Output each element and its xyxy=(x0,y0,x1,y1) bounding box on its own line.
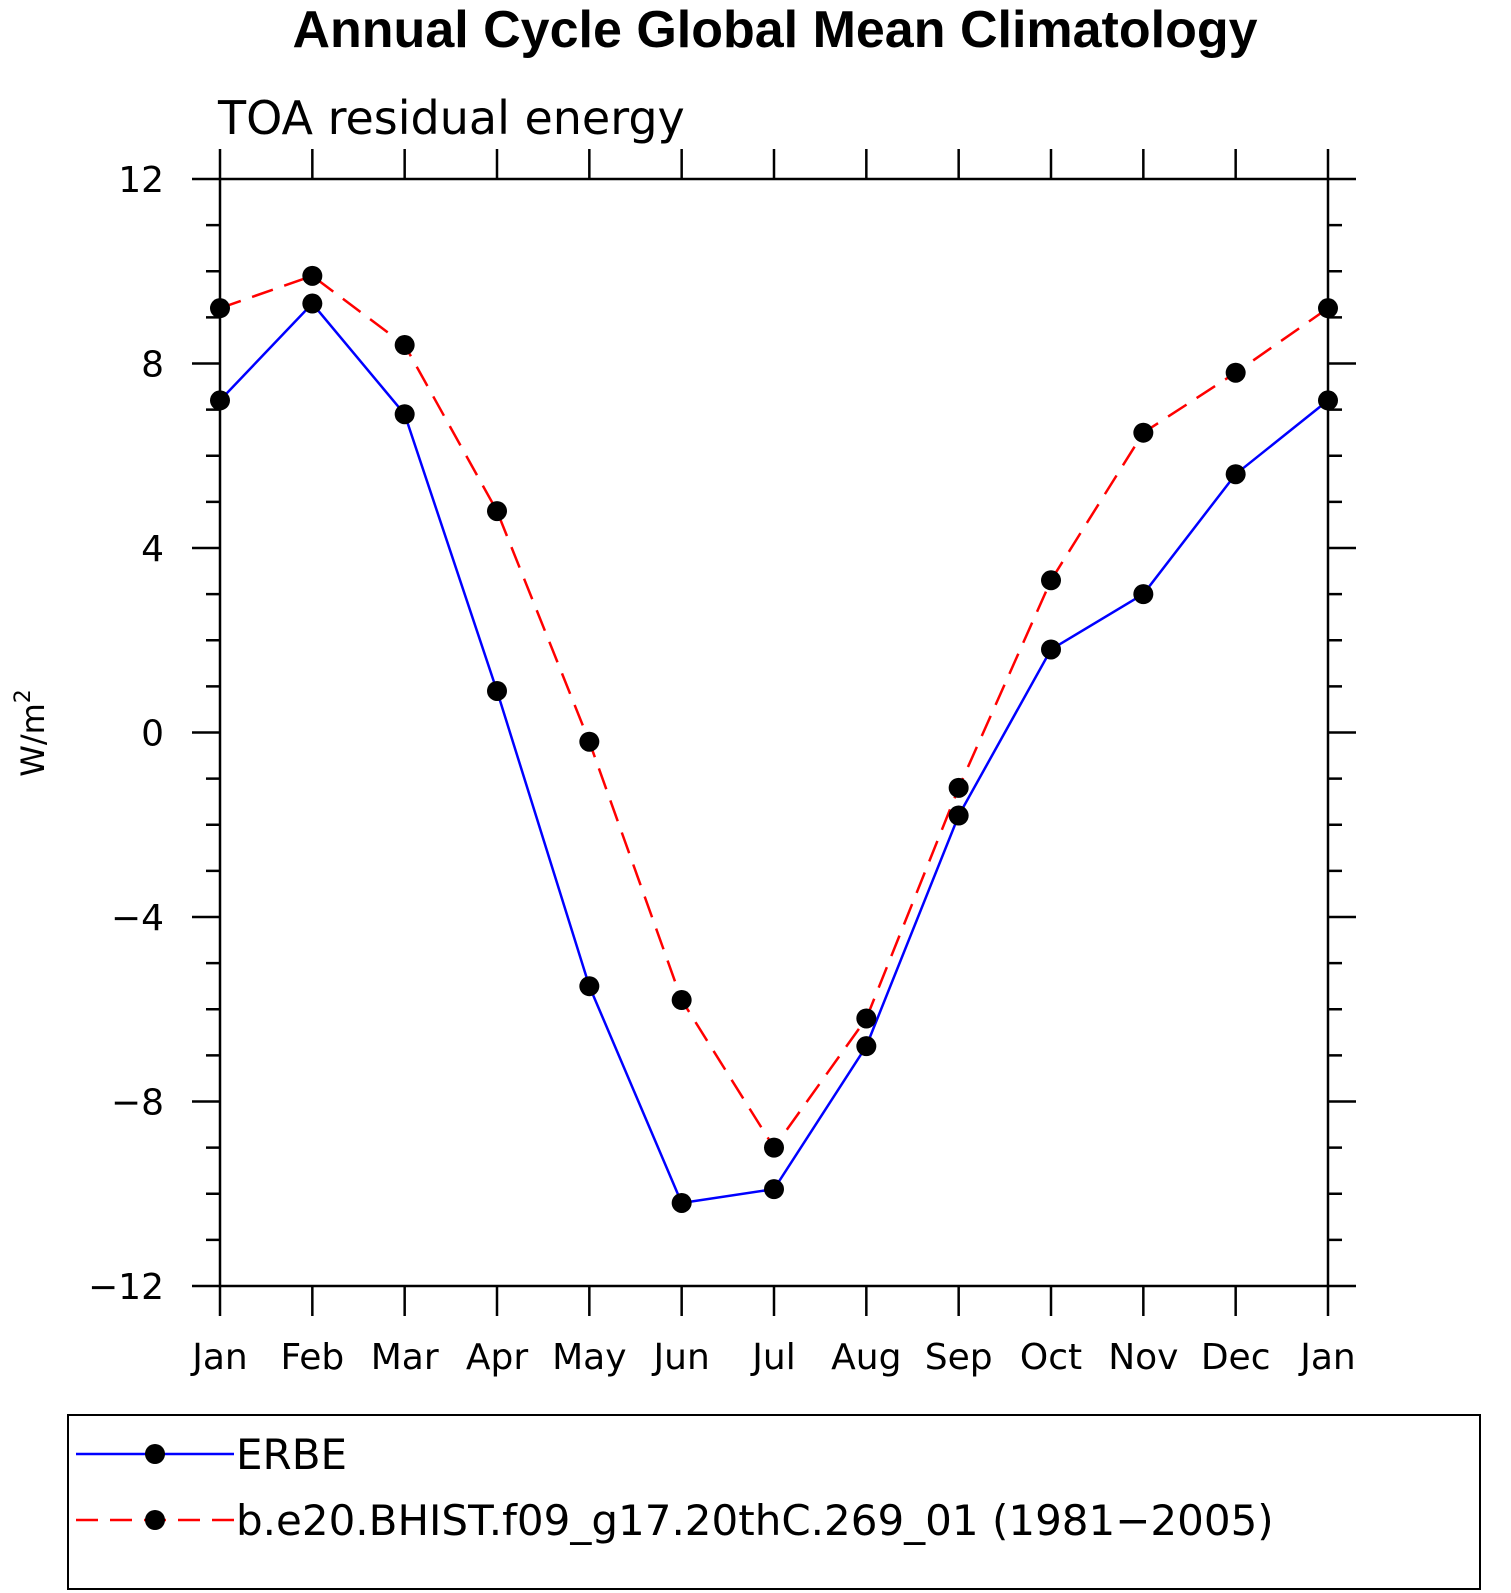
y-tick-label: −4 xyxy=(111,898,164,939)
data-point-series-1 xyxy=(394,335,415,356)
x-tick-label: Sep xyxy=(925,1337,993,1378)
y-tick-label: −8 xyxy=(111,1083,164,1124)
plot-frame xyxy=(218,177,1330,1288)
x-tick-label: Dec xyxy=(1201,1337,1271,1378)
y-tick-label: 8 xyxy=(141,345,164,386)
legend-swatch-marker xyxy=(145,1444,165,1464)
series-line-1 xyxy=(219,274,1329,1150)
data-point-series-1 xyxy=(948,777,969,798)
data-point-series-1 xyxy=(671,990,692,1011)
chart-subtitle: TOA residual energy xyxy=(217,91,685,145)
data-point-series-1 xyxy=(1133,422,1154,443)
y-tick-label: 4 xyxy=(141,529,164,570)
data-point-series-1 xyxy=(1318,298,1338,319)
data-point-series-0 xyxy=(1225,464,1246,485)
data-point-series-0 xyxy=(1133,584,1154,605)
x-tick-label: Jan xyxy=(1298,1337,1356,1378)
data-point-series-0 xyxy=(210,390,230,411)
legend-entry-label: b.e20.BHIST.f09_g17.20thC.269_01 (1981−2… xyxy=(236,1496,1274,1545)
data-point-series-1 xyxy=(764,1137,784,1158)
x-tick-label: Jul xyxy=(750,1337,795,1378)
data-point-series-1 xyxy=(579,731,600,752)
data-point-series-0 xyxy=(1041,639,1061,660)
x-tick-label: Mar xyxy=(371,1337,439,1378)
x-tick-label: Jun xyxy=(652,1337,710,1378)
data-point-series-1 xyxy=(1041,570,1061,591)
data-point-series-0 xyxy=(856,1036,877,1057)
data-point-series-0 xyxy=(394,404,415,425)
data-point-series-1 xyxy=(487,501,507,522)
y-axis-label-superscript: 2 xyxy=(11,689,36,703)
y-tick-label: −12 xyxy=(88,1267,164,1308)
x-tick-label: Feb xyxy=(280,1337,344,1378)
data-point-series-0 xyxy=(579,976,600,997)
x-tick-label: Jan xyxy=(190,1337,248,1378)
y-axis-label: W/m2 xyxy=(11,689,52,777)
x-tick-label: May xyxy=(552,1337,626,1378)
data-point-series-0 xyxy=(948,805,969,826)
chart-title: Annual Cycle Global Mean Climatology xyxy=(292,1,1257,59)
axis-ticks xyxy=(192,149,1356,1316)
data-point-series-0 xyxy=(302,293,323,314)
x-tick-label: Aug xyxy=(831,1337,901,1378)
x-tick-label: Nov xyxy=(1108,1337,1178,1378)
data-point-series-1 xyxy=(856,1008,877,1029)
data-point-series-1 xyxy=(210,298,230,319)
data-point-series-0 xyxy=(1318,390,1338,411)
legend: ERBE b.e20.BHIST.f09_g17.20thC.269_01 (19… xyxy=(76,1430,1274,1545)
data-point-series-0 xyxy=(764,1179,784,1200)
y-axis-label-text: W/m xyxy=(14,703,52,777)
data-point-series-0 xyxy=(671,1192,692,1213)
series-markers xyxy=(210,265,1338,1213)
data-point-series-1 xyxy=(302,265,323,286)
y-tick-label: 0 xyxy=(141,714,164,755)
x-tick-label: Oct xyxy=(1020,1337,1082,1378)
legend-box xyxy=(67,1414,1481,1590)
y-tick-labels: −12 −8 −4 0 4 8 12 xyxy=(88,160,164,1308)
x-tick-label: Apr xyxy=(466,1337,528,1378)
data-point-series-0 xyxy=(487,680,507,701)
data-point-series-1 xyxy=(1225,362,1246,383)
x-tick-labels: Jan Feb Mar Apr May Jun Jul Aug Sep Oct Nov Dec Jan xyxy=(190,1337,1356,1378)
y-tick-label: 12 xyxy=(118,160,164,201)
series-line-0 xyxy=(219,301,1329,1205)
legend-swatch-marker xyxy=(145,1510,165,1530)
legend-entry-label: ERBE xyxy=(236,1430,347,1479)
series-lines xyxy=(219,274,1329,1205)
